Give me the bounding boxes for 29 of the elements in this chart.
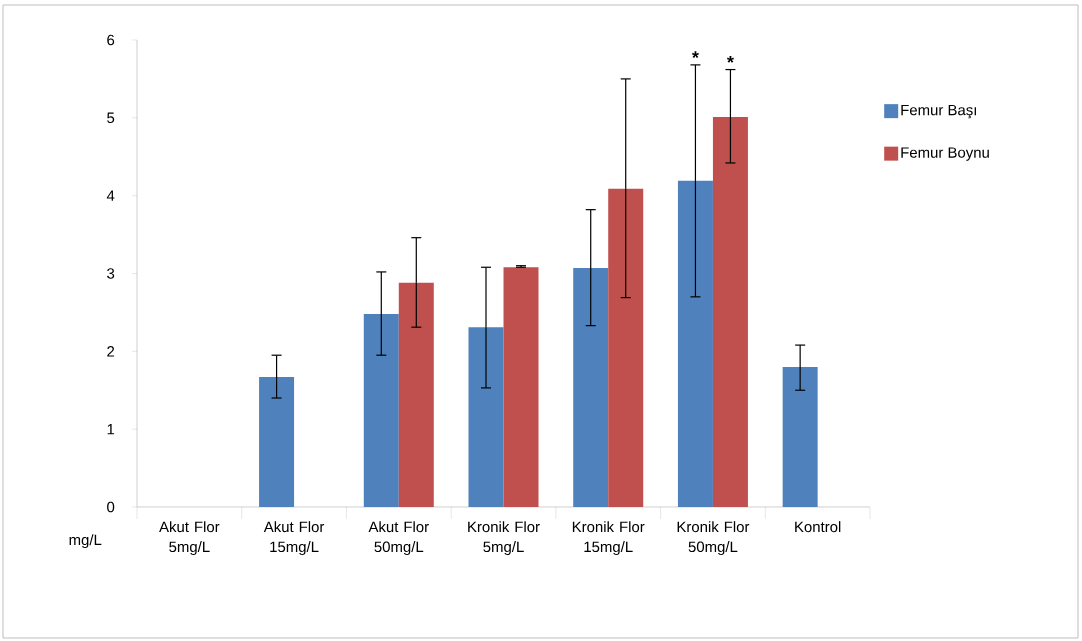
- y-tick-label: 4: [106, 190, 115, 201]
- annotation: *: [691, 51, 699, 59]
- bar: [712, 117, 748, 507]
- bar: [259, 377, 295, 507]
- bar: [363, 313, 399, 507]
- legend-label: Femur Başı: [901, 104, 976, 119]
- y-tick-label: 1: [107, 424, 115, 435]
- annotation: *: [726, 56, 734, 63]
- bar: [468, 327, 504, 507]
- y-tick-label: 3: [107, 268, 115, 279]
- y-tick-label: 2: [107, 346, 115, 357]
- x-tick-label: Kronik Flor 15mg/L: [572, 521, 645, 556]
- x-tick-label: Akut Flor 5mg/L: [159, 521, 220, 556]
- bar: [677, 180, 713, 507]
- bar: [608, 188, 644, 507]
- x-tick-label: Akut Flor 15mg/L: [263, 521, 325, 556]
- bar: [573, 268, 609, 507]
- bar: [782, 366, 818, 507]
- x-axis-title: mg/L: [69, 534, 102, 549]
- x-tick-label: Kontrol: [795, 521, 841, 533]
- legend-label: Femur Boynu: [901, 147, 989, 161]
- x-tick-label: Kronik Flor 5mg/L: [468, 521, 540, 556]
- y-tick-label: 5: [107, 112, 115, 124]
- bar: [503, 267, 539, 507]
- y-tick-label: 6: [107, 34, 115, 46]
- y-tick-label: 0: [107, 501, 115, 513]
- bar: [398, 282, 434, 507]
- x-tick-label: Akut Flor 50mg/L: [368, 521, 429, 556]
- x-tick-label: Kronik Flor 50mg/L: [677, 521, 750, 556]
